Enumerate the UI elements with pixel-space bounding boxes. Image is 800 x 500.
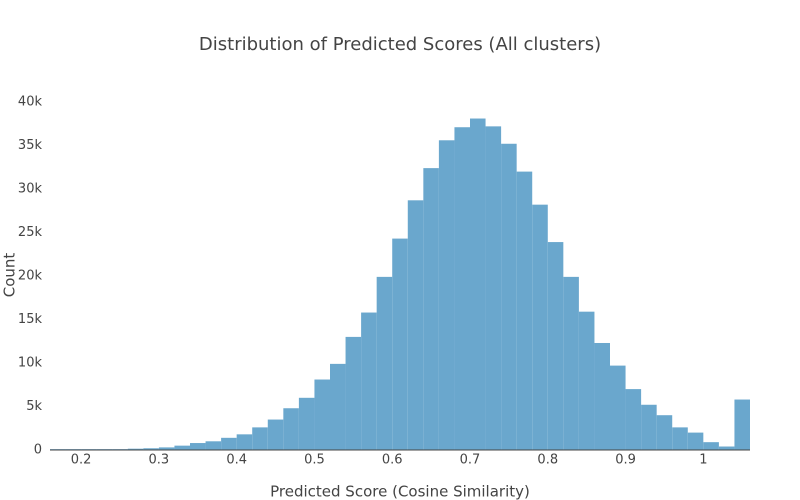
bar <box>641 404 657 450</box>
bar <box>298 397 315 450</box>
bar <box>407 200 424 450</box>
bar <box>547 242 564 450</box>
bar <box>267 419 284 450</box>
y-tick-label: 20k <box>18 269 43 284</box>
bar <box>314 379 330 450</box>
bar <box>127 448 144 450</box>
x-tick-label: 0.6 <box>382 453 403 468</box>
x-tick-label: 0.2 <box>71 453 92 468</box>
bar <box>610 365 626 450</box>
chart-title: Distribution of Predicted Scores (All cl… <box>199 34 601 55</box>
bar <box>283 408 299 450</box>
bar <box>594 342 610 450</box>
bar <box>470 118 486 450</box>
bar <box>143 448 159 450</box>
x-tick-label: 0.5 <box>304 453 325 468</box>
x-tick-label: 0.7 <box>460 453 481 468</box>
x-axis-title: Predicted Score (Cosine Similarity) <box>270 483 530 500</box>
bar <box>236 434 253 450</box>
bar <box>361 312 377 450</box>
bar <box>687 432 704 450</box>
x-tick-label: 0.9 <box>615 453 636 468</box>
bar <box>532 204 548 450</box>
y-tick-label: 35k <box>18 138 43 153</box>
bar <box>423 168 439 450</box>
bar <box>345 336 362 450</box>
bar <box>174 445 190 450</box>
bar <box>734 399 750 450</box>
bar <box>563 276 579 450</box>
bar <box>221 437 237 450</box>
x-tick-label: 1 <box>699 453 707 468</box>
bar <box>516 171 533 450</box>
bar <box>454 127 470 450</box>
bar <box>158 447 175 450</box>
y-tick-label: 15k <box>18 312 43 327</box>
bar <box>578 311 595 450</box>
bar <box>656 415 673 450</box>
x-tick-label: 0.3 <box>149 453 170 468</box>
bar <box>190 443 206 450</box>
y-axis-title: Count <box>1 253 19 298</box>
y-tick-label: 25k <box>18 225 43 240</box>
y-tick-label: 0 <box>34 443 42 458</box>
bar <box>330 363 346 450</box>
x-tick-label: 0.8 <box>537 453 558 468</box>
bar <box>392 238 408 450</box>
bar <box>501 143 517 450</box>
bar <box>252 427 268 450</box>
y-tick-label: 10k <box>18 356 43 371</box>
bar <box>205 441 222 450</box>
bar <box>625 389 642 450</box>
bar <box>672 427 688 450</box>
bar <box>718 446 735 450</box>
bar <box>438 140 455 450</box>
y-tick-label: 5k <box>26 399 42 414</box>
bar <box>376 276 393 450</box>
y-tick-label: 30k <box>18 182 43 197</box>
y-tick-label: 40k <box>18 95 43 110</box>
bar <box>485 126 502 451</box>
bar <box>703 442 719 450</box>
x-tick-label: 0.4 <box>226 453 247 468</box>
